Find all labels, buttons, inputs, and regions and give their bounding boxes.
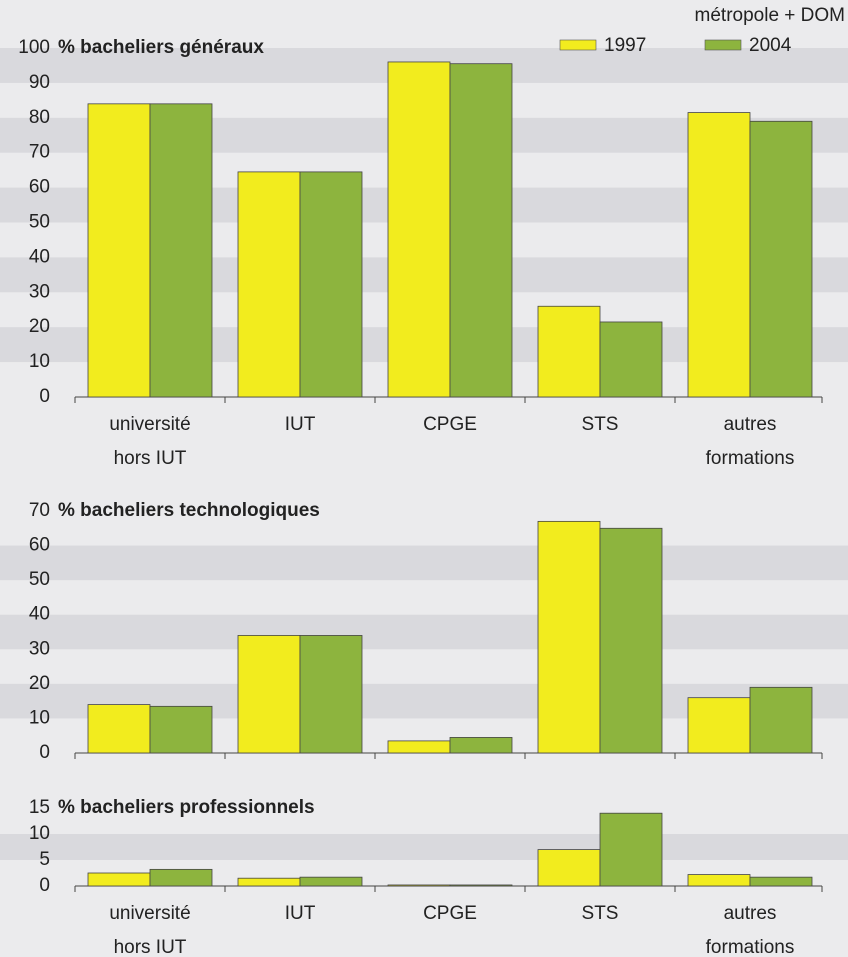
bar	[87, 103, 151, 398]
bar	[387, 61, 451, 398]
bar	[237, 171, 301, 398]
x-tick-label: CPGE	[423, 903, 477, 924]
bar	[299, 635, 363, 754]
y-tick-label: 30	[29, 281, 50, 302]
y-tick-label: 10	[29, 823, 50, 844]
y-tick-label: 30	[29, 638, 50, 659]
legend-label: 1997	[604, 35, 646, 56]
legend-swatch	[559, 39, 597, 51]
x-tick-label: CPGE	[423, 414, 477, 435]
y-tick-label: 60	[29, 535, 50, 556]
x-tick-label: hors IUT	[114, 937, 187, 957]
bar	[237, 635, 301, 754]
bar	[449, 737, 513, 754]
y-tick-label: 100	[18, 37, 50, 58]
bar	[537, 305, 601, 398]
bar	[149, 868, 213, 887]
legend-label: 2004	[749, 35, 792, 56]
bar	[87, 704, 151, 754]
bar	[237, 877, 301, 887]
grid-band	[0, 614, 848, 650]
y-tick-label: 0	[39, 742, 50, 763]
y-tick-label: 20	[29, 316, 50, 337]
bar	[687, 697, 751, 754]
y-tick-label: 40	[29, 604, 50, 625]
y-tick-label: 70	[29, 142, 50, 163]
x-tick-label: STS	[582, 903, 619, 924]
bar	[387, 740, 451, 754]
x-tick-label: IUT	[285, 414, 316, 435]
bar	[149, 103, 213, 398]
y-tick-label: 90	[29, 72, 50, 93]
x-tick-label: formations	[706, 937, 795, 957]
y-tick-label: 40	[29, 246, 50, 267]
y-tick-label: 10	[29, 351, 50, 372]
bar	[299, 171, 363, 398]
x-tick-label: université	[109, 414, 190, 435]
grid-band	[0, 545, 848, 581]
panel-title: % bacheliers généraux	[58, 37, 264, 58]
y-tick-label: 70	[29, 500, 50, 521]
y-tick-label: 50	[29, 212, 50, 233]
panel-title: % bacheliers technologiques	[58, 500, 320, 521]
bar	[449, 63, 513, 398]
y-tick-label: 15	[29, 797, 50, 818]
bar	[537, 849, 601, 887]
x-tick-label: IUT	[285, 903, 316, 924]
x-tick-label: université	[109, 903, 190, 924]
bar	[537, 520, 601, 754]
bar	[687, 112, 751, 398]
legend-swatch	[704, 39, 742, 51]
x-tick-label: hors IUT	[114, 448, 187, 469]
bar	[599, 321, 663, 398]
bar	[87, 872, 151, 887]
y-tick-label: 0	[39, 875, 50, 896]
y-tick-label: 10	[29, 707, 50, 728]
grid-band	[0, 834, 848, 860]
x-tick-label: autres	[724, 414, 777, 435]
panel-title: % bacheliers professionnels	[58, 797, 315, 818]
bar	[387, 884, 451, 887]
y-tick-label: 50	[29, 569, 50, 590]
bar	[149, 705, 213, 754]
bar	[749, 120, 813, 398]
bar	[749, 876, 813, 887]
y-tick-label: 0	[39, 386, 50, 407]
y-tick-label: 60	[29, 177, 50, 198]
x-tick-label: autres	[724, 903, 777, 924]
y-tick-label: 20	[29, 673, 50, 694]
note: métropole + DOM	[695, 5, 845, 26]
bar	[599, 527, 663, 754]
bar	[599, 812, 663, 887]
y-tick-label: 5	[39, 849, 50, 870]
bar	[749, 686, 813, 754]
x-tick-label: STS	[582, 414, 619, 435]
bar	[449, 884, 513, 887]
bar	[687, 874, 751, 887]
bar	[299, 876, 363, 887]
y-tick-label: 80	[29, 107, 50, 128]
x-tick-label: formations	[706, 448, 795, 469]
